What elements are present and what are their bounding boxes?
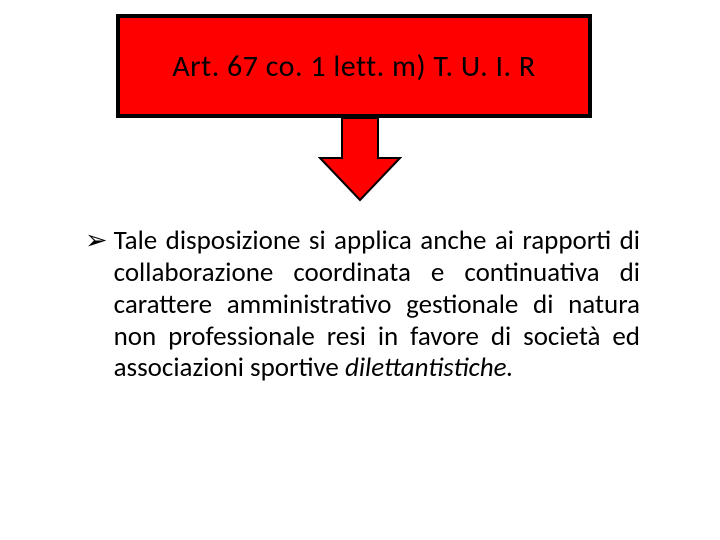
bullet-item: ➢ Tale disposizione si applica anche ai … — [85, 225, 640, 384]
bullet-glyph: ➢ — [85, 225, 108, 384]
slide: Art. 67 co. 1 lett. m) T. U. I. R ➢ Tale… — [0, 0, 720, 540]
down-arrow — [318, 118, 402, 202]
arrow-svg — [318, 118, 402, 202]
body-italic: dilettantistiche. — [345, 351, 513, 384]
title-box: Art. 67 co. 1 lett. m) T. U. I. R — [116, 14, 592, 118]
title-text: Art. 67 co. 1 lett. m) T. U. I. R — [172, 48, 535, 85]
arrow-shape — [320, 118, 400, 200]
body-text: ➢ Tale disposizione si applica anche ai … — [85, 225, 640, 384]
bullet-content: Tale disposizione si applica anche ai ra… — [114, 225, 640, 384]
